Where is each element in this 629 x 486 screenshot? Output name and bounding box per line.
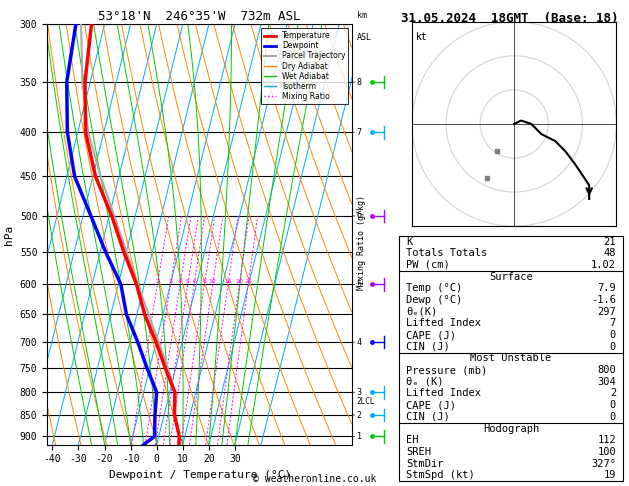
Y-axis label: hPa: hPa [4,225,14,244]
Text: Lifted Index: Lifted Index [406,318,481,329]
Text: Totals Totals: Totals Totals [406,248,487,258]
Text: PW (cm): PW (cm) [406,260,450,270]
Text: Surface: Surface [489,272,533,281]
Text: 1.02: 1.02 [591,260,616,270]
Text: 2: 2 [357,411,362,419]
Text: 8: 8 [203,279,206,284]
Text: 8: 8 [357,78,362,87]
Text: 5: 5 [186,279,190,284]
Text: 800: 800 [598,365,616,375]
Text: 7: 7 [610,318,616,329]
Text: 21: 21 [603,237,616,246]
Text: 297: 297 [598,307,616,317]
Text: θₑ(K): θₑ(K) [406,307,437,317]
Text: 7.9: 7.9 [598,283,616,294]
Text: -1.6: -1.6 [591,295,616,305]
Text: CIN (J): CIN (J) [406,412,450,422]
Text: 2LCL: 2LCL [357,397,376,406]
Text: Mixing Ratio (g/kg): Mixing Ratio (g/kg) [357,195,366,291]
Title: 53°18'N  246°35'W  732m ASL: 53°18'N 246°35'W 732m ASL [99,10,301,23]
Text: 0: 0 [610,412,616,422]
Text: 0: 0 [610,400,616,410]
Text: 15: 15 [224,279,232,284]
Text: CIN (J): CIN (J) [406,342,450,352]
Text: Dewp (°C): Dewp (°C) [406,295,462,305]
Text: 6: 6 [192,279,196,284]
X-axis label: Dewpoint / Temperature (°C): Dewpoint / Temperature (°C) [109,470,291,480]
Text: 31.05.2024  18GMT  (Base: 18): 31.05.2024 18GMT (Base: 18) [401,12,619,25]
Text: 20: 20 [235,279,243,284]
Text: Pressure (mb): Pressure (mb) [406,365,487,375]
Text: StmSpd (kt): StmSpd (kt) [406,470,475,480]
Text: StmDir: StmDir [406,459,443,469]
Text: Most Unstable: Most Unstable [470,353,552,364]
Text: Hodograph: Hodograph [483,423,539,434]
Text: SREH: SREH [406,447,431,457]
Text: 3: 3 [169,279,172,284]
Text: 25: 25 [244,279,252,284]
Text: 1: 1 [357,432,362,441]
Text: 0: 0 [610,342,616,352]
Text: 19: 19 [603,470,616,480]
Text: 4: 4 [178,279,182,284]
Text: © weatheronline.co.uk: © weatheronline.co.uk [253,473,376,484]
Text: ASL: ASL [357,33,372,42]
Text: K: K [406,237,413,246]
Text: 3: 3 [357,388,362,397]
Text: 0: 0 [610,330,616,340]
Text: 2: 2 [155,279,160,284]
Text: 4: 4 [357,338,362,347]
Text: CAPE (J): CAPE (J) [406,330,456,340]
Text: 2: 2 [610,388,616,399]
Text: Lifted Index: Lifted Index [406,388,481,399]
Text: 327°: 327° [591,459,616,469]
Text: 48: 48 [603,248,616,258]
Text: 6: 6 [357,211,362,221]
Text: 5: 5 [357,280,362,289]
Text: θₑ (K): θₑ (K) [406,377,443,387]
Text: EH: EH [406,435,419,445]
Text: CAPE (J): CAPE (J) [406,400,456,410]
Text: 7: 7 [357,128,362,137]
Text: 304: 304 [598,377,616,387]
Legend: Temperature, Dewpoint, Parcel Trajectory, Dry Adiabat, Wet Adiabat, Isotherm, Mi: Temperature, Dewpoint, Parcel Trajectory… [261,28,348,104]
Text: km: km [357,11,367,20]
Text: Temp (°C): Temp (°C) [406,283,462,294]
Text: 112: 112 [598,435,616,445]
Text: 100: 100 [598,447,616,457]
Text: 10: 10 [209,279,216,284]
Text: kt: kt [415,32,427,42]
